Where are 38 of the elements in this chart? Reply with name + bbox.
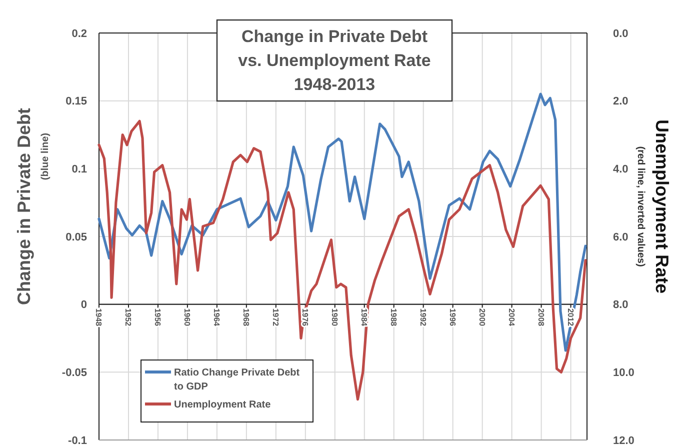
- x-tick-label: 1956: [153, 308, 162, 327]
- x-tick-label: 2012: [566, 308, 575, 327]
- x-tick-label: 1948: [94, 308, 104, 327]
- x-tick-label: 1996: [448, 308, 458, 327]
- y2-axis-title: Unemployment Rate (red line, inverted values): [635, 119, 672, 294]
- text: Change in Private Debt vs. Unemployment Rate 1948-2013: [238, 27, 431, 94]
- y-tick-label: 0.2: [72, 28, 87, 40]
- x-tick-label: 1988: [389, 308, 398, 327]
- y2-tick-label: 6.0: [613, 231, 628, 244]
- y2-tick-label: 0.0: [613, 28, 628, 40]
- x-tick-label: 1968: [242, 308, 251, 327]
- y2-tick-label: 4.0: [613, 164, 628, 176]
- line-series: [98, 92, 587, 352]
- y2-tick-label: 2.0: [613, 96, 628, 108]
- legend-label: Ratio Change Private Debt to GDP: [174, 368, 300, 392]
- x-tick-label: 1976: [300, 308, 310, 327]
- y-tick-label: -0.1: [68, 434, 87, 446]
- x-tick-label: 1972: [271, 308, 280, 327]
- x-tick-label: 2004: [507, 308, 516, 327]
- y2-tick-label: 8.0: [613, 299, 628, 312]
- x-tick-label: 1980: [330, 308, 340, 327]
- x-tick-label: 2000: [478, 308, 487, 327]
- x-tick-label: 2008: [536, 308, 546, 327]
- y-tick-label: 0: [80, 299, 87, 312]
- x-tick-label: 1952: [124, 308, 133, 327]
- legend-label: Unemployment Rate: [174, 400, 272, 410]
- y-tick-label: -0.05: [62, 367, 87, 380]
- y2-tick-label: 10.0: [613, 367, 634, 380]
- y-tick-label: 0.1: [72, 164, 87, 176]
- x-tick-label: 1960: [182, 308, 192, 327]
- y2-tick-label: 12.0: [613, 434, 634, 446]
- y-tick-label: 0.05: [66, 231, 87, 244]
- x-tick-label: 1964: [212, 308, 222, 327]
- line-series: [98, 120, 587, 401]
- x-tick-label: 1984: [360, 308, 369, 327]
- y-tick-label: 0.15: [66, 96, 87, 108]
- x-tick-label: 1992: [418, 308, 428, 327]
- y-axis-title: Change in Private Debt (blue line): [14, 108, 51, 306]
